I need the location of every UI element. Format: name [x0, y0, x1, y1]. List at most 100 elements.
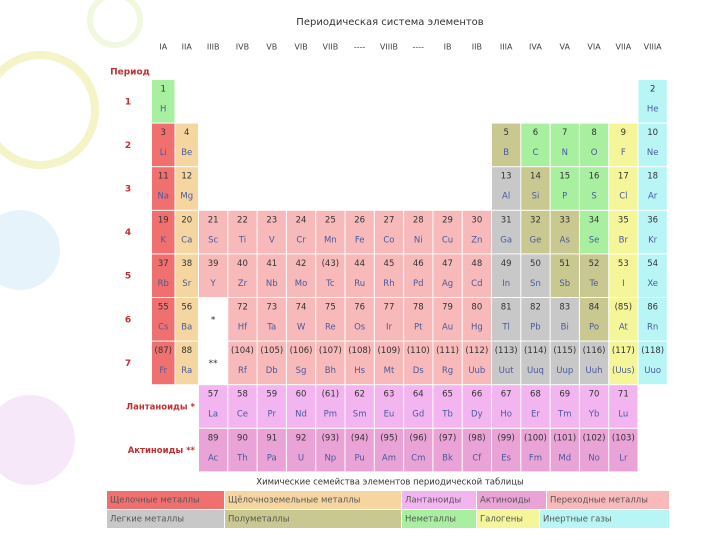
- atomic-number: 59: [266, 390, 277, 400]
- element-symbol: Rb: [158, 279, 169, 289]
- element-cell: [492, 210, 521, 254]
- element-cell: [550, 428, 579, 472]
- element-cell: [316, 385, 345, 428]
- atomic-number: 18: [647, 172, 658, 182]
- element-symbol: Fr: [159, 366, 167, 376]
- element-symbol: Uut: [499, 366, 515, 376]
- element-symbol: Er: [531, 410, 540, 420]
- title: Периодическая система элементов: [296, 17, 484, 28]
- element-symbol: Zn: [471, 235, 482, 245]
- atomic-number: 57: [208, 390, 219, 400]
- element-symbol: Pr: [268, 410, 277, 420]
- period-number: 3: [125, 185, 131, 195]
- atomic-number: 16: [589, 172, 600, 182]
- atomic-number: 47: [442, 259, 453, 269]
- element-symbol: Cs: [158, 323, 169, 333]
- legend-label: Легкие металлы: [110, 515, 184, 525]
- element-symbol: Uuq: [527, 366, 544, 376]
- atomic-number: 89: [208, 433, 219, 443]
- element-symbol: Md: [558, 453, 571, 463]
- element-symbol: Sb: [559, 279, 570, 289]
- element-symbol: At: [619, 323, 629, 333]
- element-symbol: Bi: [561, 323, 569, 333]
- element-symbol: Pu: [354, 453, 364, 463]
- legend-swatch: [225, 491, 401, 509]
- atomic-number: 75: [325, 303, 336, 313]
- group-label: VIA: [587, 43, 601, 52]
- element-symbol: Ra: [181, 366, 192, 376]
- element-symbol: Ni: [414, 235, 423, 245]
- atomic-number: (109): [378, 346, 401, 356]
- element-symbol: Db: [266, 366, 278, 376]
- atomic-number: 23: [266, 215, 277, 225]
- atomic-number: 83: [559, 303, 570, 313]
- legend-label: Галогены: [480, 515, 523, 525]
- atomic-number: 31: [501, 215, 512, 225]
- element-symbol: Si: [532, 192, 540, 202]
- atomic-number: (99): [497, 433, 514, 443]
- atomic-number: 3: [161, 128, 166, 138]
- placeholder: *: [211, 315, 216, 325]
- atomic-number: 21: [208, 215, 219, 225]
- atomic-number: (112): [465, 346, 488, 356]
- element-symbol: Uuo: [644, 366, 661, 376]
- element-cell: [579, 167, 609, 210]
- element-symbol: Ru: [354, 279, 365, 289]
- element-cell: [152, 167, 175, 210]
- element-symbol: H: [160, 105, 166, 115]
- element-cell: [228, 385, 257, 428]
- element-cell: [175, 341, 198, 385]
- element-cell: [404, 428, 433, 472]
- legend-swatch: [402, 491, 476, 509]
- atomic-number: 8: [591, 128, 596, 138]
- element-symbol: Sm: [353, 410, 367, 420]
- atomic-number: 26: [354, 215, 365, 225]
- atomic-number: 63: [384, 390, 395, 400]
- element-cell: [462, 428, 491, 472]
- element-cell: [550, 298, 579, 341]
- atomic-number: (110): [407, 346, 430, 356]
- element-symbol: Eu: [384, 410, 395, 420]
- atomic-number: (115): [553, 346, 576, 356]
- atomic-number: 74: [296, 303, 307, 313]
- atomic-number: 86: [647, 303, 658, 313]
- element-symbol: Cu: [442, 235, 453, 245]
- element-cell: [286, 428, 316, 472]
- placeholder: **: [209, 359, 219, 369]
- element-symbol: Th: [236, 453, 248, 463]
- element-cell: [199, 428, 228, 472]
- group-label: IA: [159, 43, 167, 52]
- element-cell: [521, 123, 550, 167]
- element-symbol: Ar: [648, 192, 658, 202]
- element-symbol: V: [269, 235, 275, 245]
- element-cell: [374, 428, 404, 472]
- atomic-number: (105): [260, 346, 283, 356]
- element-symbol: Lu: [618, 410, 628, 420]
- element-symbol: Lr: [619, 453, 628, 463]
- element-symbol: P: [562, 192, 567, 202]
- group-label: VIIIA: [644, 43, 663, 52]
- element-symbol: S: [591, 192, 596, 202]
- atomic-number: (98): [468, 433, 485, 443]
- group-label: ----: [354, 43, 366, 52]
- element-cell: [175, 254, 198, 297]
- element-cell: [462, 298, 491, 341]
- element-cell: [579, 123, 609, 167]
- element-cell: [550, 254, 579, 297]
- group-label: IVA: [529, 43, 542, 52]
- group-label: IB: [444, 43, 452, 52]
- legend-label: Полуметаллы: [228, 515, 289, 525]
- element-cell: [175, 167, 198, 210]
- atomic-number: 54: [647, 259, 658, 269]
- atomic-number: 91: [266, 433, 277, 443]
- element-symbol: Br: [619, 235, 629, 245]
- element-cell: [316, 298, 345, 341]
- element-cell: [462, 341, 491, 385]
- atomic-number: (87): [155, 346, 172, 356]
- element-cell: [152, 341, 175, 385]
- element-cell: [609, 167, 638, 210]
- element-symbol: Cd: [471, 279, 482, 289]
- element-cell: [521, 428, 550, 472]
- legend-label: Лантаноиды: [405, 496, 461, 506]
